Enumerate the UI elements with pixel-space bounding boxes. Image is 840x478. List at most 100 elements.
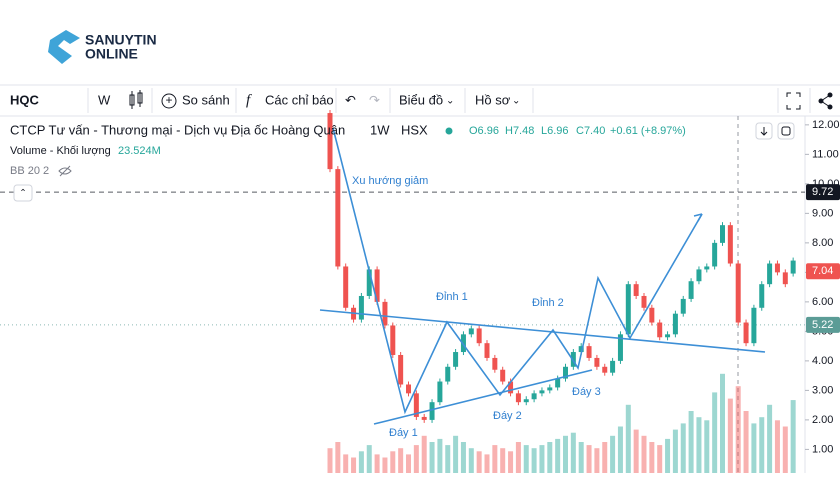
- candle: [327, 113, 333, 170]
- candle: [641, 295, 647, 308]
- legend-exchange: HSX: [401, 122, 428, 137]
- candle: [790, 260, 796, 274]
- trend-lines: [319, 127, 766, 425]
- candle: [751, 307, 757, 344]
- interval[interactable]: W: [98, 92, 111, 107]
- profile-menu[interactable]: Hồ sơ: [475, 92, 511, 107]
- candle: [657, 322, 663, 338]
- volume-bar: [563, 435, 568, 473]
- volume-bar: [759, 417, 765, 473]
- volume-bar: [484, 454, 490, 473]
- volume-bar: [547, 442, 553, 473]
- candle: [413, 393, 419, 417]
- price-tag: [806, 316, 840, 333]
- candle: [594, 357, 600, 367]
- candle: [665, 334, 671, 338]
- legend-buttons[interactable]: [755, 122, 795, 140]
- y-tick-label: 8.00: [812, 237, 833, 249]
- volume-bar: [343, 454, 349, 473]
- annotation: Đỉnh 2: [532, 297, 564, 309]
- candle: [382, 301, 388, 326]
- candle: [508, 381, 514, 394]
- candle: [366, 269, 372, 296]
- price-tag-label: 7.04: [812, 265, 833, 277]
- legend-change: +0.61 (+8.97%): [610, 125, 686, 137]
- volume-bar: [641, 435, 647, 473]
- annotation: Đáy 3: [572, 386, 601, 398]
- bb-label: BB 20 2: [10, 165, 49, 177]
- volume-bar: [751, 423, 757, 473]
- candle-icon[interactable]: [129, 90, 143, 109]
- volume-bar: [610, 435, 616, 473]
- undo[interactable]: ↶: [345, 92, 356, 107]
- volume-bar: [696, 417, 702, 473]
- volume-bar: [335, 442, 341, 473]
- candle: [782, 272, 788, 285]
- share[interactable]: [818, 92, 833, 110]
- volume-bar: [743, 411, 749, 473]
- volume-bar: [500, 448, 506, 473]
- volume-bar: [625, 404, 631, 473]
- volume-bar: [767, 404, 773, 473]
- candle: [602, 366, 608, 373]
- candle: [767, 263, 773, 285]
- volume-bar: [774, 420, 780, 473]
- symbol[interactable]: HQC: [10, 92, 40, 107]
- price-tag-label: 9.72: [812, 186, 833, 198]
- collapse[interactable]: [13, 184, 33, 202]
- symbol-name: CTCP Tư vấn - Thương mại - Dịch vụ Địa ố…: [10, 122, 345, 137]
- compare-button[interactable]: So sánh: [182, 92, 230, 107]
- candle: [398, 354, 404, 385]
- volume-bar: [476, 451, 482, 473]
- price-tag: [806, 184, 840, 201]
- compare-icon[interactable]: [161, 93, 177, 109]
- chart-menu[interactable]: Biểu đồ: [399, 92, 443, 107]
- volume-bar: [358, 451, 364, 473]
- candle: [774, 263, 780, 273]
- logo-text: ONLINE: [85, 46, 138, 62]
- fullscreen[interactable]: [786, 92, 801, 110]
- volume-bar: [351, 457, 357, 473]
- annotation: Đáy 2: [493, 410, 522, 422]
- candle: [633, 284, 639, 296]
- candle: [335, 169, 341, 267]
- indicators-button[interactable]: Các chỉ báo: [265, 92, 334, 107]
- candle: [390, 325, 396, 355]
- candle: [406, 384, 411, 394]
- svg-text:⌄: ⌄: [446, 96, 454, 107]
- candle: [570, 352, 576, 367]
- volume-bar: [374, 454, 380, 473]
- volume-bar: [492, 445, 498, 473]
- candle: [429, 402, 435, 420]
- candle: [492, 357, 498, 370]
- volume-bar: [602, 442, 608, 473]
- candle: [712, 242, 718, 267]
- volume-bar: [555, 438, 561, 473]
- candle: [343, 266, 349, 308]
- volume-bar: [406, 454, 411, 473]
- logo: SANUYTIN ONLINE: [48, 30, 157, 64]
- volume-bar: [468, 448, 474, 473]
- redo[interactable]: ↷: [369, 92, 380, 107]
- candle: [374, 269, 380, 302]
- candle: [610, 360, 616, 373]
- legend-low: L6.96: [541, 125, 569, 137]
- volume-bar: [382, 457, 388, 473]
- legend-close: C7.40: [576, 125, 605, 137]
- volume-bar: [586, 445, 592, 473]
- candle: [586, 346, 592, 358]
- volume-bar: [704, 420, 710, 473]
- candle: [578, 346, 584, 353]
- volume-bar: [688, 411, 694, 473]
- volume-bar: [390, 451, 396, 473]
- candle: [735, 263, 741, 323]
- candle: [743, 322, 749, 344]
- candle: [531, 393, 537, 400]
- candle: [515, 393, 521, 403]
- volume-bar: [633, 429, 639, 473]
- volume-bar: [570, 432, 576, 473]
- volume-bar: [366, 445, 372, 473]
- logo-text: SANUYTIN: [85, 32, 157, 48]
- candle: [704, 266, 710, 270]
- svg-text:+: +: [165, 93, 172, 107]
